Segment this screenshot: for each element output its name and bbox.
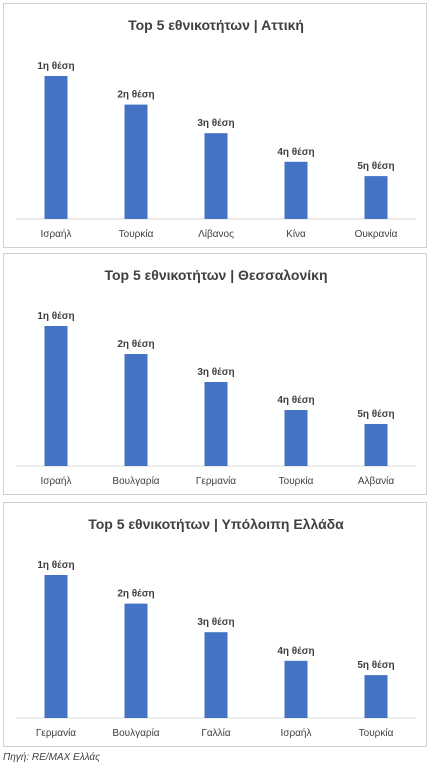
data-label: 1η θέση <box>37 311 74 322</box>
category-label: Βουλγαρία <box>112 475 159 487</box>
category-label: Γαλλία <box>201 727 231 739</box>
data-label: 4η θέση <box>277 646 314 657</box>
bar <box>204 382 228 466</box>
category-label: Τουρκία <box>359 727 394 739</box>
category-label: Ισραήλ <box>281 727 312 739</box>
data-label: 3η θέση <box>197 118 234 129</box>
data-label: 1η θέση <box>37 560 74 571</box>
data-label: 1η θέση <box>37 61 74 72</box>
data-label: 5η θέση <box>357 660 394 671</box>
data-label: 5η θέση <box>357 161 394 172</box>
bar <box>284 161 308 219</box>
data-label: 3η θέση <box>197 617 234 628</box>
data-label: 4η θέση <box>277 395 314 406</box>
chart-title: Top 5 εθνικοτήτων | Αττική <box>128 17 304 33</box>
bar <box>204 133 228 219</box>
chart-svg-attiki: Top 5 εθνικοτήτων | Αττική 1η θέση Ισραήλ 2… <box>16 17 416 240</box>
category-label: Λίβανος <box>198 228 234 240</box>
chart-title: Top 5 εθνικοτήτων | Υπόλοιπη Ελλάδα <box>88 516 344 532</box>
category-label: Τουρκία <box>119 228 154 240</box>
source-note: Πηγή: RE/MAX Ελλάς <box>3 752 100 763</box>
bar <box>284 410 308 466</box>
data-label: 5η θέση <box>357 409 394 420</box>
data-label: 2η θέση <box>117 90 154 101</box>
category-label: Αλβανία <box>358 475 394 487</box>
category-label: Ουκρανία <box>355 228 398 240</box>
chart-svg-rest-of-greece: Top 5 εθνικοτήτων | Υπόλοιπη Ελλάδα 1η θέ… <box>16 516 416 739</box>
bar <box>124 104 148 219</box>
bar <box>44 76 68 219</box>
category-label: Τουρκία <box>279 475 314 487</box>
data-label: 3η θέση <box>197 367 234 378</box>
bar <box>124 354 148 466</box>
bar <box>44 326 68 466</box>
bar <box>204 632 228 718</box>
bar <box>364 424 388 466</box>
category-label: Γερμανία <box>196 475 236 487</box>
category-label: Ισραήλ <box>41 228 72 240</box>
data-label: 4η θέση <box>277 147 314 158</box>
bar <box>124 603 148 718</box>
category-label: Γερμανία <box>36 727 76 739</box>
chart-panel-thessaloniki: Top 5 εθνικοτήτων | Θεσσαλονίκη 1η θέση Ισ… <box>3 253 427 495</box>
category-label: Ισραήλ <box>41 475 72 487</box>
chart-title: Top 5 εθνικοτήτων | Θεσσαλονίκη <box>104 267 327 283</box>
chart-panel-attiki: Top 5 εθνικοτήτων | Αττική 1η θέση Ισραήλ 2… <box>3 3 427 248</box>
category-label: Κίνα <box>286 228 306 240</box>
data-label: 2η θέση <box>117 589 154 600</box>
bar <box>364 176 388 219</box>
data-label: 2η θέση <box>117 339 154 350</box>
bar <box>44 575 68 718</box>
chart-panel-rest-of-greece: Top 5 εθνικοτήτων | Υπόλοιπη Ελλάδα 1η θέ… <box>3 502 427 747</box>
chart-svg-thessaloniki: Top 5 εθνικοτήτων | Θεσσαλονίκη 1η θέση Ισ… <box>16 267 416 487</box>
bar <box>364 675 388 718</box>
category-label: Βουλγαρία <box>112 727 159 739</box>
bar <box>284 660 308 718</box>
